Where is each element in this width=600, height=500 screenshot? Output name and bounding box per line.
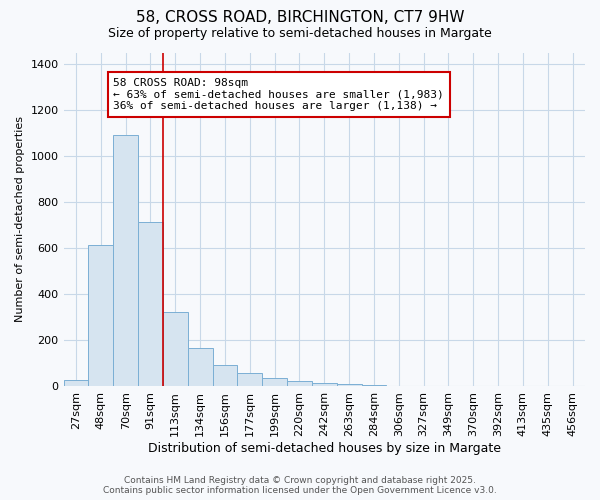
Bar (163, 312, 188, 386)
Text: Size of property relative to semi-detached houses in Margate: Size of property relative to semi-detach… (108, 28, 492, 40)
Bar (337, 384, 362, 386)
Text: 58 CROSS ROAD: 98sqm
← 63% of semi-detached houses are smaller (1,983)
36% of se: 58 CROSS ROAD: 98sqm ← 63% of semi-detac… (113, 78, 444, 111)
Bar (88, 245, 113, 386)
Bar (238, 372, 262, 386)
Bar (64, 380, 88, 386)
Bar (312, 383, 337, 386)
Bar (262, 378, 287, 386)
Text: 58, CROSS ROAD, BIRCHINGTON, CT7 9HW: 58, CROSS ROAD, BIRCHINGTON, CT7 9HW (136, 10, 464, 25)
Y-axis label: Number of semi-detached properties: Number of semi-detached properties (15, 116, 25, 322)
Bar (287, 380, 312, 386)
Text: Contains HM Land Registry data © Crown copyright and database right 2025.
Contai: Contains HM Land Registry data © Crown c… (103, 476, 497, 495)
Bar (212, 364, 238, 386)
Bar (113, 136, 138, 386)
Bar (188, 348, 212, 387)
Bar (138, 222, 163, 386)
X-axis label: Distribution of semi-detached houses by size in Margate: Distribution of semi-detached houses by … (148, 442, 501, 455)
